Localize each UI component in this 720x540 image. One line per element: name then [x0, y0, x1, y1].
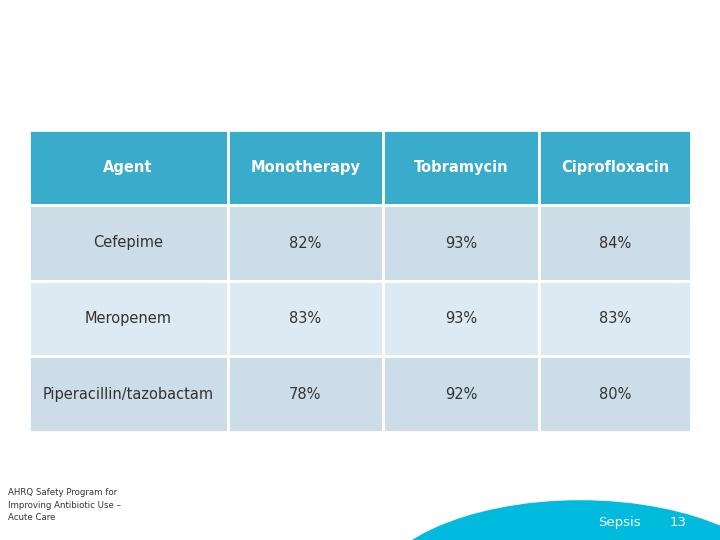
Text: 83%: 83%: [599, 311, 631, 326]
Text: 80%: 80%: [599, 387, 631, 402]
FancyBboxPatch shape: [539, 356, 691, 432]
FancyBboxPatch shape: [228, 205, 383, 281]
FancyBboxPatch shape: [383, 130, 539, 205]
FancyBboxPatch shape: [383, 205, 539, 281]
FancyBboxPatch shape: [539, 205, 691, 281]
Text: Monotherapy: Monotherapy: [251, 160, 360, 175]
FancyBboxPatch shape: [29, 356, 228, 432]
FancyBboxPatch shape: [228, 281, 383, 356]
Text: 93%: 93%: [445, 235, 477, 251]
FancyBboxPatch shape: [29, 130, 228, 205]
FancyBboxPatch shape: [228, 130, 383, 205]
Text: 84%: 84%: [599, 235, 631, 251]
Text: 82%: 82%: [289, 235, 322, 251]
FancyBboxPatch shape: [29, 281, 228, 356]
FancyBboxPatch shape: [228, 356, 383, 432]
FancyBboxPatch shape: [539, 130, 691, 205]
Text: 83%: 83%: [289, 311, 321, 326]
FancyBboxPatch shape: [383, 356, 539, 432]
Text: Meropenem: Meropenem: [85, 311, 171, 326]
Text: Ciprofloxacin: Ciprofloxacin: [561, 160, 669, 175]
Text: Piperacillin/tazobactam: Piperacillin/tazobactam: [42, 387, 214, 402]
Text: 92%: 92%: [445, 387, 477, 402]
FancyBboxPatch shape: [539, 281, 691, 356]
Text: Sepsis: Sepsis: [598, 516, 641, 529]
FancyBboxPatch shape: [29, 205, 228, 281]
FancyBboxPatch shape: [383, 281, 539, 356]
Text: Agent: Agent: [104, 160, 153, 175]
Text: 93%: 93%: [445, 311, 477, 326]
Text: 13: 13: [670, 516, 687, 529]
Ellipse shape: [370, 515, 710, 540]
Text: Tobramycin: Tobramycin: [414, 160, 508, 175]
Text: AHRQ Safety Program for
Improving Antibiotic Use –
Acute Care: AHRQ Safety Program for Improving Antibi…: [8, 488, 121, 522]
Text: Combination Antibiograms To Assess the Potential: Combination Antibiograms To Assess the P…: [54, 17, 666, 37]
Text: 78%: 78%: [289, 387, 322, 402]
Ellipse shape: [370, 500, 720, 540]
Text: Benefit of Combination Therapy4: Benefit of Combination Therapy4: [160, 53, 560, 73]
Text: Cefepime: Cefepime: [93, 235, 163, 251]
